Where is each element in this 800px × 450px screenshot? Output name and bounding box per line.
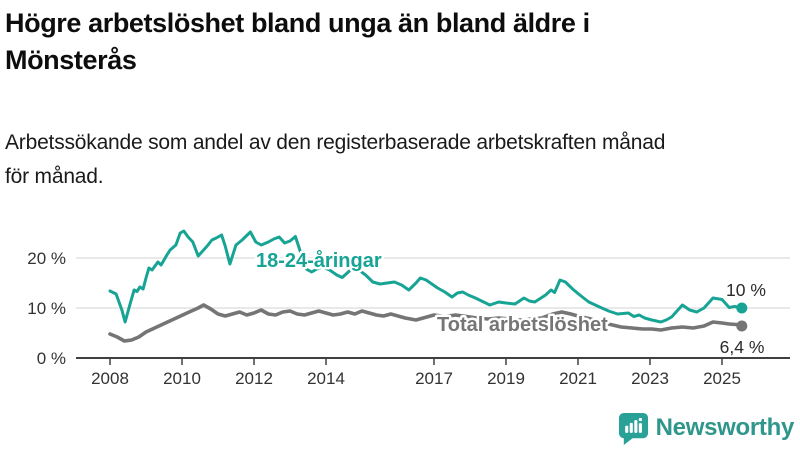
x-tick-label: 2025	[703, 369, 741, 388]
speech-bubble-bar-chart-icon	[618, 412, 648, 445]
series-line-young	[108, 229, 744, 324]
x-tick-label: 2021	[559, 369, 597, 388]
series-end-dot-young	[736, 302, 748, 314]
y-tick-label: 10 %	[27, 299, 66, 318]
x-tick-label: 2023	[631, 369, 669, 388]
series-end-dot-total	[736, 320, 748, 332]
x-tick-label: 2019	[487, 369, 525, 388]
series-line-total	[108, 303, 744, 343]
x-tick-label: 2014	[307, 369, 345, 388]
series-label-total: Total arbetslöshet	[437, 314, 608, 336]
y-tick-label: 0 %	[37, 349, 66, 368]
series-label-young: 18-24-åringar	[256, 249, 382, 272]
newsworthy-logo: Newsworthy	[618, 410, 794, 446]
y-tick-label: 20 %	[27, 249, 66, 268]
x-tick-label: 2017	[415, 369, 453, 388]
x-tick-label: 2010	[163, 369, 201, 388]
x-tick-label: 2008	[91, 369, 129, 388]
x-tick-label: 2012	[235, 369, 273, 388]
newsworthy-wordmark: Newsworthy	[655, 414, 795, 441]
end-value-label-total: 6,4 %	[720, 337, 765, 357]
page-title: Högre arbetslöshet bland unga än bland ä…	[5, 8, 590, 75]
end-value-label-young: 10 %	[726, 280, 766, 300]
page-subtitle: Arbetssökande som andel av den registerb…	[5, 131, 666, 188]
